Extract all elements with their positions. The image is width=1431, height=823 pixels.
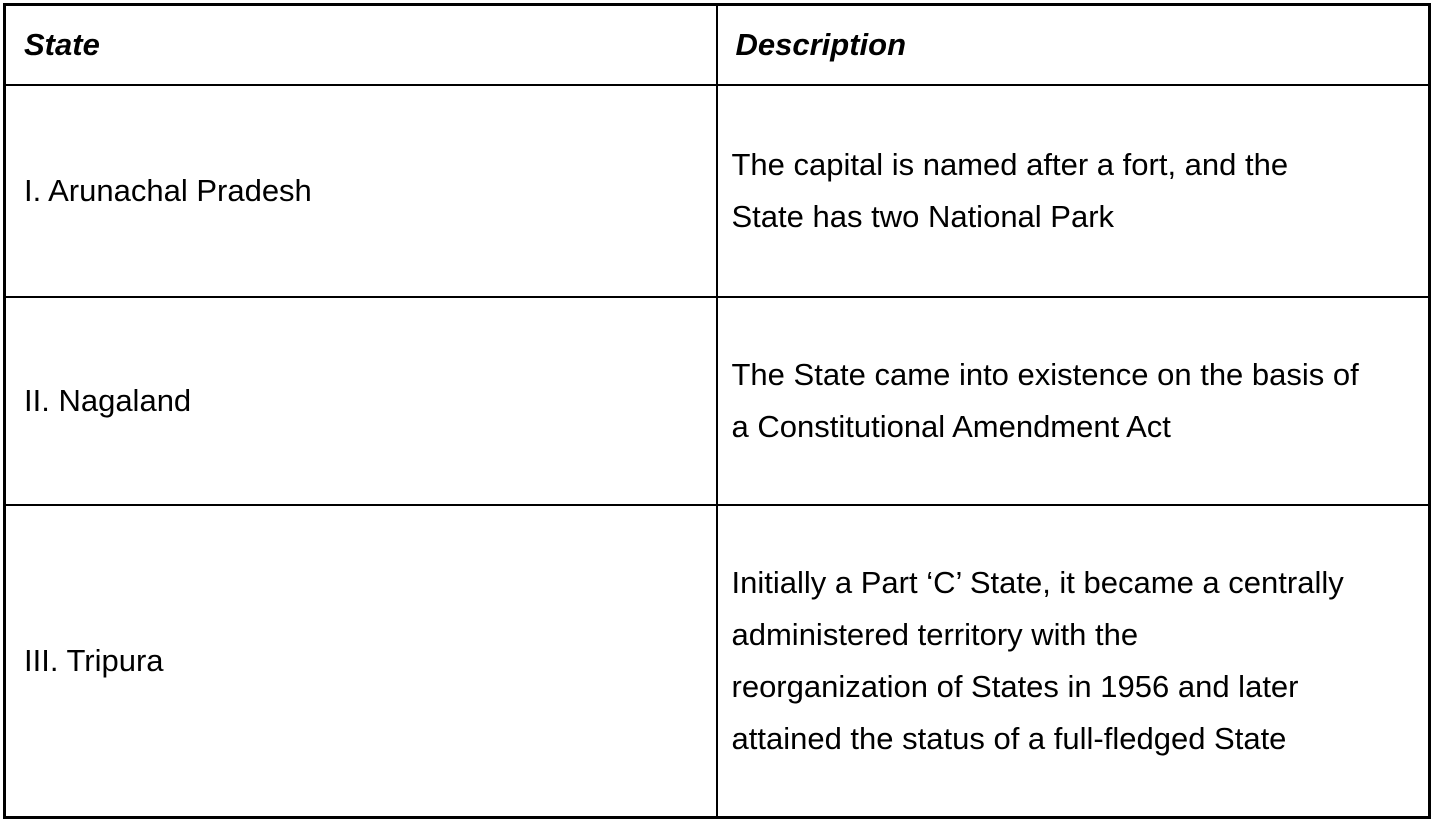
state-cell: I. Arunachal Pradesh <box>3 83 718 298</box>
state-cell: II. Nagaland <box>3 295 718 506</box>
description-cell: Initially a Part ‘C’ State, it became a … <box>715 503 1431 819</box>
column-header-description: Description <box>715 3 1431 86</box>
state-cell: III. Tripura <box>3 503 718 819</box>
table-row: I. Arunachal Pradesh The capital is name… <box>3 83 1431 298</box>
states-table: State Description I. Arunachal Pradesh T… <box>3 3 1431 819</box>
description-cell: The capital is named after a fort, and t… <box>715 83 1431 298</box>
column-header-state: State <box>3 3 718 86</box>
description-cell: The State came into existence on the bas… <box>715 295 1431 506</box>
table-row: II. Nagaland The State came into existen… <box>3 295 1431 506</box>
table-row: III. Tripura Initially a Part ‘C’ State,… <box>3 503 1431 819</box>
table-header-row: State Description <box>3 3 1431 86</box>
